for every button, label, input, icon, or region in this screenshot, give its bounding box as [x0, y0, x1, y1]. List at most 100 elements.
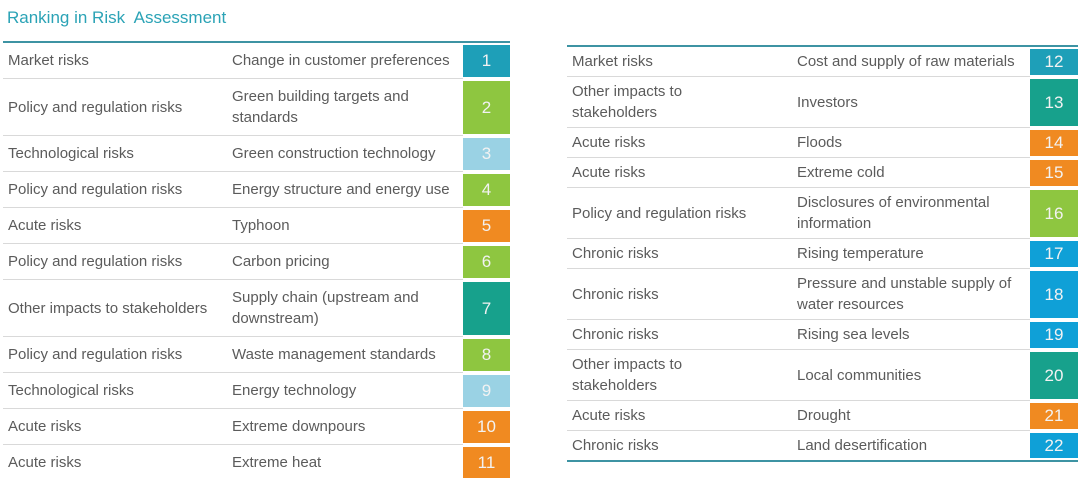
rank-badge-cell: 2 [463, 79, 510, 136]
rank-badge: 6 [463, 246, 510, 278]
risk-description: Waste management standards [232, 337, 463, 373]
rank-badge-cell: 13 [1030, 77, 1078, 128]
table-row: Acute risks Extreme heat 11 [3, 445, 510, 479]
risk-description: Typhoon [232, 208, 463, 244]
risk-category: Acute risks [567, 158, 797, 188]
risk-description: Disclosures of environmental information [797, 188, 1030, 239]
table-row: Policy and regulation risks Carbon prici… [3, 244, 510, 280]
risk-category: Chronic risks [567, 320, 797, 350]
risk-category: Chronic risks [567, 269, 797, 320]
rank-badge: 7 [463, 282, 510, 335]
rank-badge: 11 [463, 447, 510, 478]
table-row: Acute risks Floods 14 [567, 128, 1078, 158]
rank-badge: 17 [1030, 241, 1078, 267]
risk-category: Policy and regulation risks [3, 172, 232, 208]
rank-badge-cell: 15 [1030, 158, 1078, 188]
risk-description: Extreme heat [232, 454, 322, 471]
rank-badge-cell: 1 [463, 43, 510, 79]
rank-badge-cell: 19 [1030, 320, 1078, 350]
table-row: Policy and regulation risks Energy struc… [3, 172, 510, 208]
rank-badge: 2 [463, 81, 510, 134]
risk-category: Other impacts to stakeholders [3, 280, 232, 337]
rank-badge-cell: 6 [463, 244, 510, 280]
table-row: Other impacts to stakeholders Investors … [567, 77, 1078, 128]
risk-category: Other impacts to stakeholders [567, 77, 797, 128]
table-row: Policy and regulation risks Waste manage… [3, 337, 510, 373]
risk-category: Other impacts to stakeholders [567, 350, 797, 401]
risk-description: Green building targets and standards [232, 79, 463, 136]
risk-description: Floods [797, 128, 1030, 158]
risk-description: Land desertification [797, 437, 928, 454]
risk-category: Policy and regulation risks [3, 337, 232, 373]
rank-badge: 20 [1030, 352, 1078, 399]
risk-description: Rising sea levels [797, 320, 1030, 350]
table-row: Chronic risks Pressure and unstable supp… [567, 269, 1078, 320]
rank-badge-cell: 7 [463, 280, 510, 337]
rank-badge-cell: 4 [463, 172, 510, 208]
rank-badge: 5 [463, 210, 510, 242]
table-row: Acute risks Extreme cold 15 [567, 158, 1078, 188]
rank-badge: 15 [1030, 160, 1078, 186]
risk-description: Local communities [797, 350, 1030, 401]
rank-badge-cell: 10 [463, 409, 510, 445]
risk-description: Green construction technology [232, 136, 463, 172]
page-title: Ranking in Risk Assessment [7, 8, 227, 27]
rank-badge: 19 [1030, 322, 1078, 348]
risk-category: Chronic risks [567, 239, 797, 269]
rank-badge-cell: 8 [463, 337, 510, 373]
risk-description: Drought [797, 401, 1030, 431]
table-row: Chronic risks Land desertification 22 [567, 431, 1078, 460]
rank-badge: 22 [1030, 433, 1078, 458]
risk-category: Acute risks [567, 128, 797, 158]
table-row: Other impacts to stakeholders Supply cha… [3, 280, 510, 337]
risk-category: Acute risks [567, 401, 797, 431]
risk-description: Carbon pricing [232, 244, 463, 280]
risk-category: Policy and regulation risks [3, 244, 232, 280]
table-row: Policy and regulation risks Green buildi… [3, 79, 510, 136]
table-row: Acute risks Extreme downpours 10 [3, 409, 510, 445]
risk-description: Extreme cold [797, 158, 1030, 188]
rank-badge: 3 [463, 138, 510, 170]
rank-badge-cell: 22 [1030, 431, 1078, 460]
risk-description: Investors [797, 77, 1030, 128]
table-row: Policy and regulation risks Disclosures … [567, 188, 1078, 239]
table-row: Acute risks Drought 21 [567, 401, 1078, 431]
rank-badge-cell: 21 [1030, 401, 1078, 431]
rank-badge-cell: 11 [463, 445, 510, 479]
risk-ranking-table-left: Market risks Change in customer preferen… [3, 41, 510, 479]
risk-description: Rising temperature [797, 239, 1030, 269]
table-row: Chronic risks Rising temperature 17 [567, 239, 1078, 269]
risk-description: Pressure and unstable supply of water re… [797, 269, 1030, 320]
rank-badge-cell: 20 [1030, 350, 1078, 401]
risk-category: Market risks [3, 43, 232, 79]
risk-category: Policy and regulation risks [567, 188, 797, 239]
rank-badge: 18 [1030, 271, 1078, 318]
rank-badge: 21 [1030, 403, 1078, 429]
risk-description: Cost and supply of raw materials [797, 47, 1030, 77]
rank-badge: 4 [463, 174, 510, 206]
rank-badge-cell: 17 [1030, 239, 1078, 269]
rank-badge-cell: 5 [463, 208, 510, 244]
risk-category: Technological risks [3, 136, 232, 172]
table-row: Technological risks Energy technology 9 [3, 373, 510, 409]
rank-badge: 13 [1030, 79, 1078, 126]
risk-description: Energy structure and energy use [232, 172, 463, 208]
rank-badge-cell: 14 [1030, 128, 1078, 158]
risk-ranking-table-right: Market risks Cost and supply of raw mate… [567, 45, 1078, 462]
rank-badge-cell: 9 [463, 373, 510, 409]
rank-badge: 9 [463, 375, 510, 407]
rank-badge-cell: 3 [463, 136, 510, 172]
risk-category: Policy and regulation risks [3, 79, 232, 136]
risk-category: Acute risks [8, 454, 82, 471]
rank-badge: 14 [1030, 130, 1078, 156]
rank-badge: 1 [463, 45, 510, 77]
risk-category: Market risks [567, 47, 797, 77]
rank-badge: 12 [1030, 49, 1078, 75]
rank-badge-cell: 16 [1030, 188, 1078, 239]
rank-badge: 8 [463, 339, 510, 371]
table-row: Market risks Cost and supply of raw mate… [567, 47, 1078, 77]
risk-description: Extreme downpours [232, 409, 463, 445]
risk-description: Energy technology [232, 373, 463, 409]
table-row: Acute risks Typhoon 5 [3, 208, 510, 244]
table-row: Other impacts to stakeholders Local comm… [567, 350, 1078, 401]
